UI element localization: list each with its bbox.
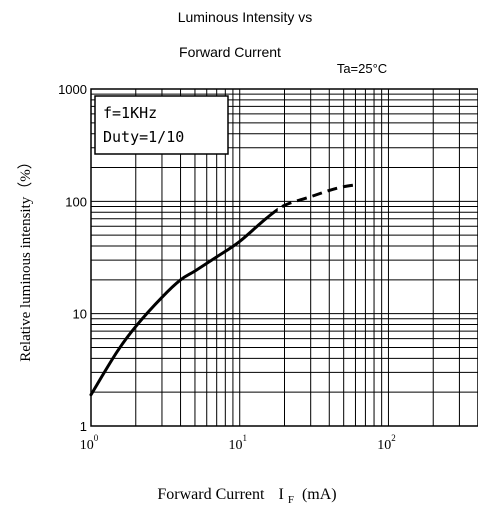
y-tick-label: 10 bbox=[73, 307, 87, 322]
series-line-dashed bbox=[277, 183, 356, 212]
x-axis-label: Forward Current I F (mA) bbox=[157, 486, 336, 507]
annotation-frame bbox=[94, 95, 229, 155]
series-line-solid bbox=[89, 207, 278, 397]
x-tick-label: 101 bbox=[228, 433, 247, 453]
annotation-duty: Duty=1/10 bbox=[103, 128, 184, 146]
x-axis-label-unit: (mA) bbox=[302, 486, 337, 503]
y-tick-labels: 1 10 100 1000 bbox=[58, 82, 87, 434]
chart-title-line2: Forward Current bbox=[179, 44, 281, 60]
temperature-condition: Ta=25°C bbox=[337, 61, 387, 76]
series-layer bbox=[89, 183, 356, 397]
x-axis-label-symbol: I bbox=[278, 486, 283, 503]
annotation-box: f=1KHz Duty=1/10 bbox=[94, 95, 229, 155]
chart-title-line1: Luminous Intensity vs bbox=[178, 9, 313, 25]
annotation-frequency: f=1KHz bbox=[103, 104, 157, 122]
x-tick-labels: 100 101 102 bbox=[80, 433, 396, 453]
x-tick-label: 102 bbox=[377, 433, 396, 453]
y-tick-label: 100 bbox=[65, 194, 87, 209]
x-axis-label-main: Forward Current bbox=[157, 486, 265, 503]
plot-area bbox=[90, 88, 478, 427]
x-axis-label-subscript: F bbox=[288, 494, 294, 506]
y-tick-label: 1 bbox=[80, 419, 87, 434]
y-tick-label: 1000 bbox=[58, 82, 87, 97]
plot-grid bbox=[90, 89, 478, 427]
x-tick-label: 100 bbox=[80, 433, 99, 453]
y-axis-label: Relative luminous intensity（%） bbox=[17, 154, 34, 361]
